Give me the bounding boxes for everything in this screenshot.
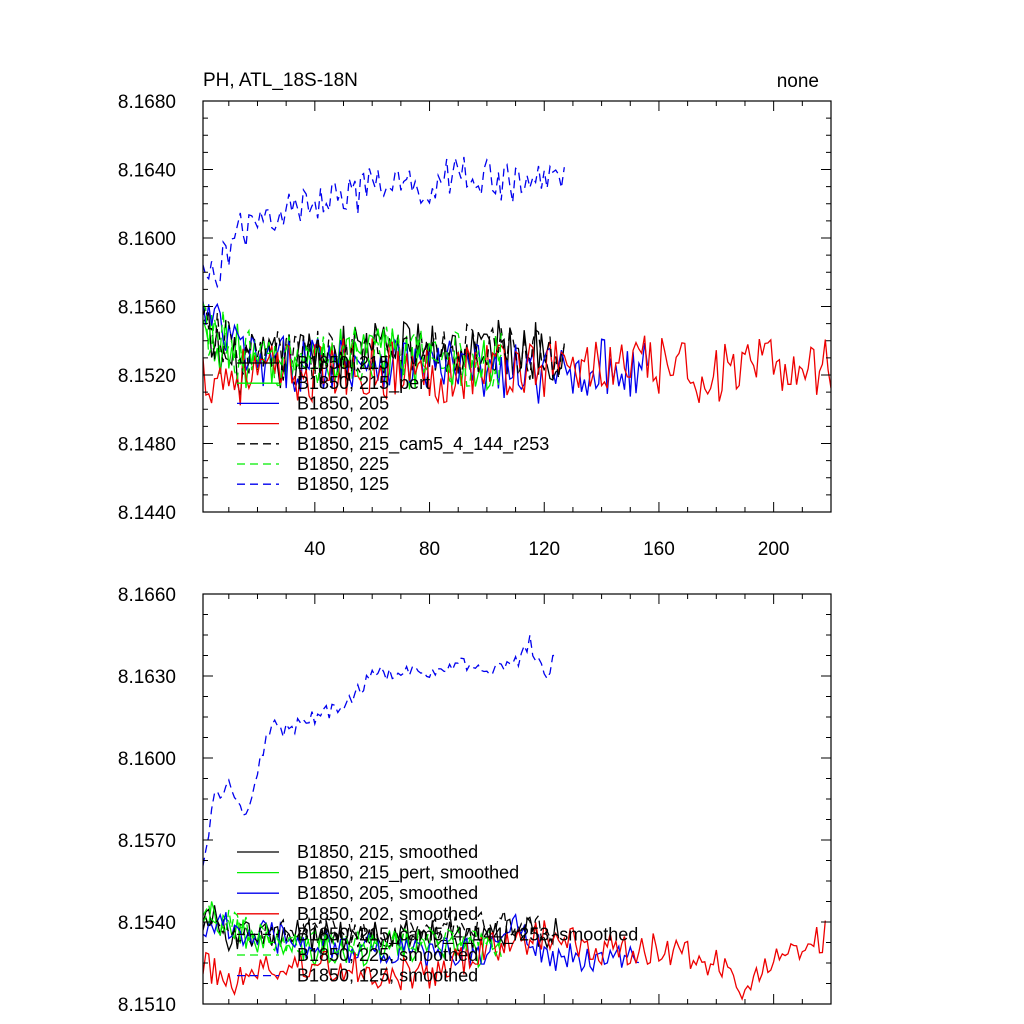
legend-label: B1850, 125	[297, 474, 389, 494]
bottom-panel: 8.1510 8.1540 8.1570 8.1600 8.1630 8.1660 B185…	[118, 585, 832, 1016]
legend-label: B1850, 215_pert, smoothed	[297, 863, 519, 884]
x-tick-label: 160	[643, 539, 675, 560]
legend-label: B1850, 215_pert	[297, 373, 430, 394]
legend-label: B1850, 205	[297, 393, 389, 413]
legend-label: B1850, 202, smoothed	[297, 904, 478, 924]
series-line-3	[203, 335, 831, 406]
legend-label: B1850, 215	[297, 353, 389, 373]
y-tick-label: 8.1480	[118, 435, 176, 456]
legend-label: B1850, 215_cam5_4_144_r253	[297, 434, 549, 455]
legend-label: B1850, 225, smoothed	[297, 945, 478, 965]
y-tick-label: 8.1570	[118, 831, 176, 852]
y-tick-label: 8.1560	[118, 298, 176, 319]
series-line-5	[203, 303, 502, 388]
series-line-6	[203, 156, 565, 289]
y-tick-label: 8.1440	[118, 503, 176, 524]
x-tick-label: 40	[304, 539, 325, 560]
chart-title: PH, ATL_18S-18N	[203, 70, 358, 91]
y-tick-label: 8.1520	[118, 366, 176, 387]
series-line-3	[203, 920, 826, 1001]
legend-label: B1850, 125, smoothed	[297, 966, 478, 986]
series-line-0	[203, 312, 565, 396]
x-tick-label: 200	[758, 539, 790, 560]
y-tick-label: 8.1600	[118, 749, 176, 770]
series-line-1	[203, 901, 502, 969]
x-tick-label: 80	[419, 539, 440, 560]
top-panel: 40 80 120 160 200 8.1440 8.1480 8.1520 8.1560 8.1…	[118, 92, 832, 560]
y-tick-label: 8.1600	[118, 229, 176, 250]
y-tick-label: 8.1660	[118, 585, 176, 606]
x-tick-label: 120	[528, 539, 560, 560]
y-tick-label: 8.1540	[118, 913, 176, 934]
series-line-4	[203, 307, 565, 384]
y-tick-label: 8.1510	[118, 995, 176, 1016]
series-line-6	[203, 634, 556, 866]
legend-label: B1850, 225	[297, 454, 389, 474]
legend-label: B1850, 202	[297, 414, 389, 434]
y-tick-label: 8.1640	[118, 161, 176, 182]
chart-subtitle-right: none	[777, 71, 819, 92]
series-line-4	[203, 910, 559, 948]
legend-label: B1850, 205, smoothed	[297, 883, 478, 903]
y-tick-label: 8.1680	[118, 92, 176, 113]
y-tick-label: 8.1630	[118, 667, 176, 688]
legend-label: B1850, 215_cam5_4_144_r253, smoothed	[297, 924, 638, 945]
legend-label: B1850, 215, smoothed	[297, 842, 478, 862]
